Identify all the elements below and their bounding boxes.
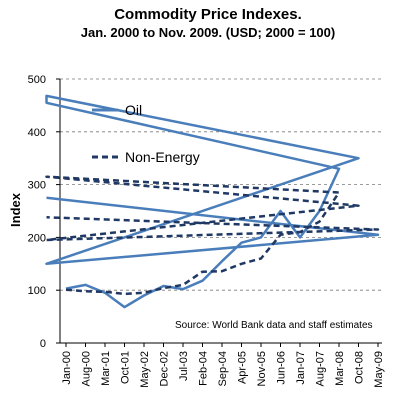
axes — [59, 79, 382, 344]
x-tick-label: Jun-06 — [276, 351, 288, 385]
x-tick-label: Oct-08 — [354, 351, 366, 384]
x-tick-label: Sep-04 — [217, 351, 229, 386]
x-tick-label: May-09 — [373, 351, 385, 388]
x-tick-label: Oct-01 — [120, 351, 132, 384]
legend: Oil Non-Energy — [92, 102, 200, 165]
y-tick-label: 400 — [28, 127, 46, 139]
x-tick-labels: Jan-00 Aug-00 Mar-01 Oct-01 May-02 Dec-02 Jul-… — [61, 343, 385, 388]
y-tick-label: 0 — [40, 338, 46, 350]
x-tick-label: Mar-08 — [334, 351, 346, 386]
series-line-non-energy — [45, 175, 380, 296]
y-tick-label: 500 — [28, 74, 46, 86]
series-line-oil — [45, 94, 380, 309]
source-note: Source: World Bank data and staff estima… — [175, 320, 373, 331]
x-tick-label: Aug-07 — [315, 351, 327, 386]
y-tick-labels: 0 100 200 300 400 500 — [28, 74, 60, 350]
x-tick-label: Jan-07 — [295, 351, 307, 385]
chart-title: Commodity Price Indexes. — [114, 6, 302, 23]
x-tick-label: Nov-05 — [256, 351, 268, 386]
series-lines — [45, 94, 380, 309]
x-tick-label: Aug-00 — [81, 351, 93, 386]
x-tick-label: Dec-02 — [159, 351, 171, 386]
x-tick-label: Apr-05 — [237, 351, 249, 384]
x-tick-label: Jul-03 — [178, 351, 190, 381]
x-tick-label: Jan-00 — [61, 351, 73, 385]
chart-subtitle: Jan. 2000 to Nov. 2009. (USD; 2000 = 100… — [80, 25, 336, 40]
chart-title-block: Commodity Price Indexes. Jan. 2000 to No… — [0, 6, 416, 41]
x-tick-label: Mar-01 — [100, 351, 112, 386]
legend-label-oil: Oil — [125, 102, 142, 118]
x-tick-label: Feb-04 — [198, 351, 210, 386]
y-tick-label: 200 — [28, 232, 46, 244]
y-tick-label: 100 — [28, 285, 46, 297]
y-tick-label: 300 — [28, 180, 46, 192]
legend-label-non-energy: Non-Energy — [125, 149, 200, 165]
x-tick-label: May-02 — [139, 351, 151, 388]
y-axis-label: Index — [8, 192, 23, 227]
